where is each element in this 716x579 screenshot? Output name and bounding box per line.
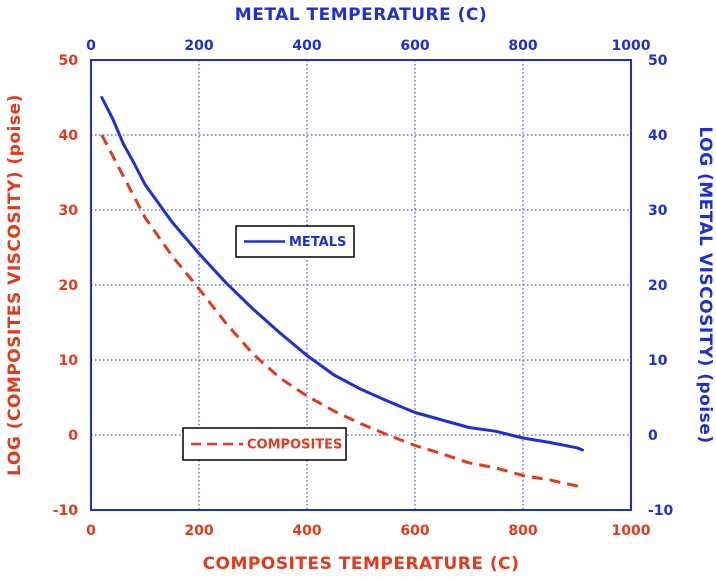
left-tick-label: 20 [59,278,79,294]
top-tick-label: 1000 [612,38,651,54]
bottom-tick-label: 400 [292,523,321,539]
plot-frame [90,59,632,511]
left-axis-title: LOG (COMPOSITES VISCOSITY) (poise) [5,94,25,476]
bottom-tick-label: 600 [400,523,429,539]
right-tick-label: -10 [648,503,674,519]
left-tick-label: 10 [59,353,79,369]
right-tick-label: 40 [648,128,668,144]
right-tick-label: 30 [648,203,668,219]
bottom-tick-label: 200 [184,523,213,539]
left-tick-label: -10 [53,503,79,519]
top-tick-label: 600 [400,38,429,54]
bottom-axis-title: COMPOSITES TEMPERATURE (C) [203,554,520,574]
bottom-tick-label: 800 [508,523,537,539]
top-tick-label: 800 [508,38,537,54]
top-tick-label: 200 [184,38,213,54]
right-tick-label: 0 [648,428,658,444]
top-axis-title: METAL TEMPERATURE (C) [235,5,487,25]
legend-composites-label: COMPOSITES [247,438,342,453]
series-line-composites [100,134,583,489]
top-tick-label: 400 [292,38,321,54]
right-tick-label: 50 [648,53,668,69]
bottom-tick-label: 1000 [612,523,651,539]
right-tick-label: 10 [648,353,668,369]
left-tick-label: 50 [59,53,79,69]
left-tick-label: 40 [59,128,79,144]
top-tick-label: 0 [86,38,96,54]
right-axis-title: LOG (METAL VISCOSITY) (poise) [695,126,715,443]
grid [91,60,631,510]
legend-metals: METALS [235,225,355,258]
right-tick-label: 20 [648,278,668,294]
bottom-tick-label: 0 [86,523,96,539]
left-tick-label: 30 [59,203,79,219]
series [100,96,584,489]
legend-composites: COMPOSITES [182,427,347,461]
left-tick-label: 0 [68,428,78,444]
series-line-metals [100,96,584,452]
legend-metals-label: METALS [289,235,346,250]
